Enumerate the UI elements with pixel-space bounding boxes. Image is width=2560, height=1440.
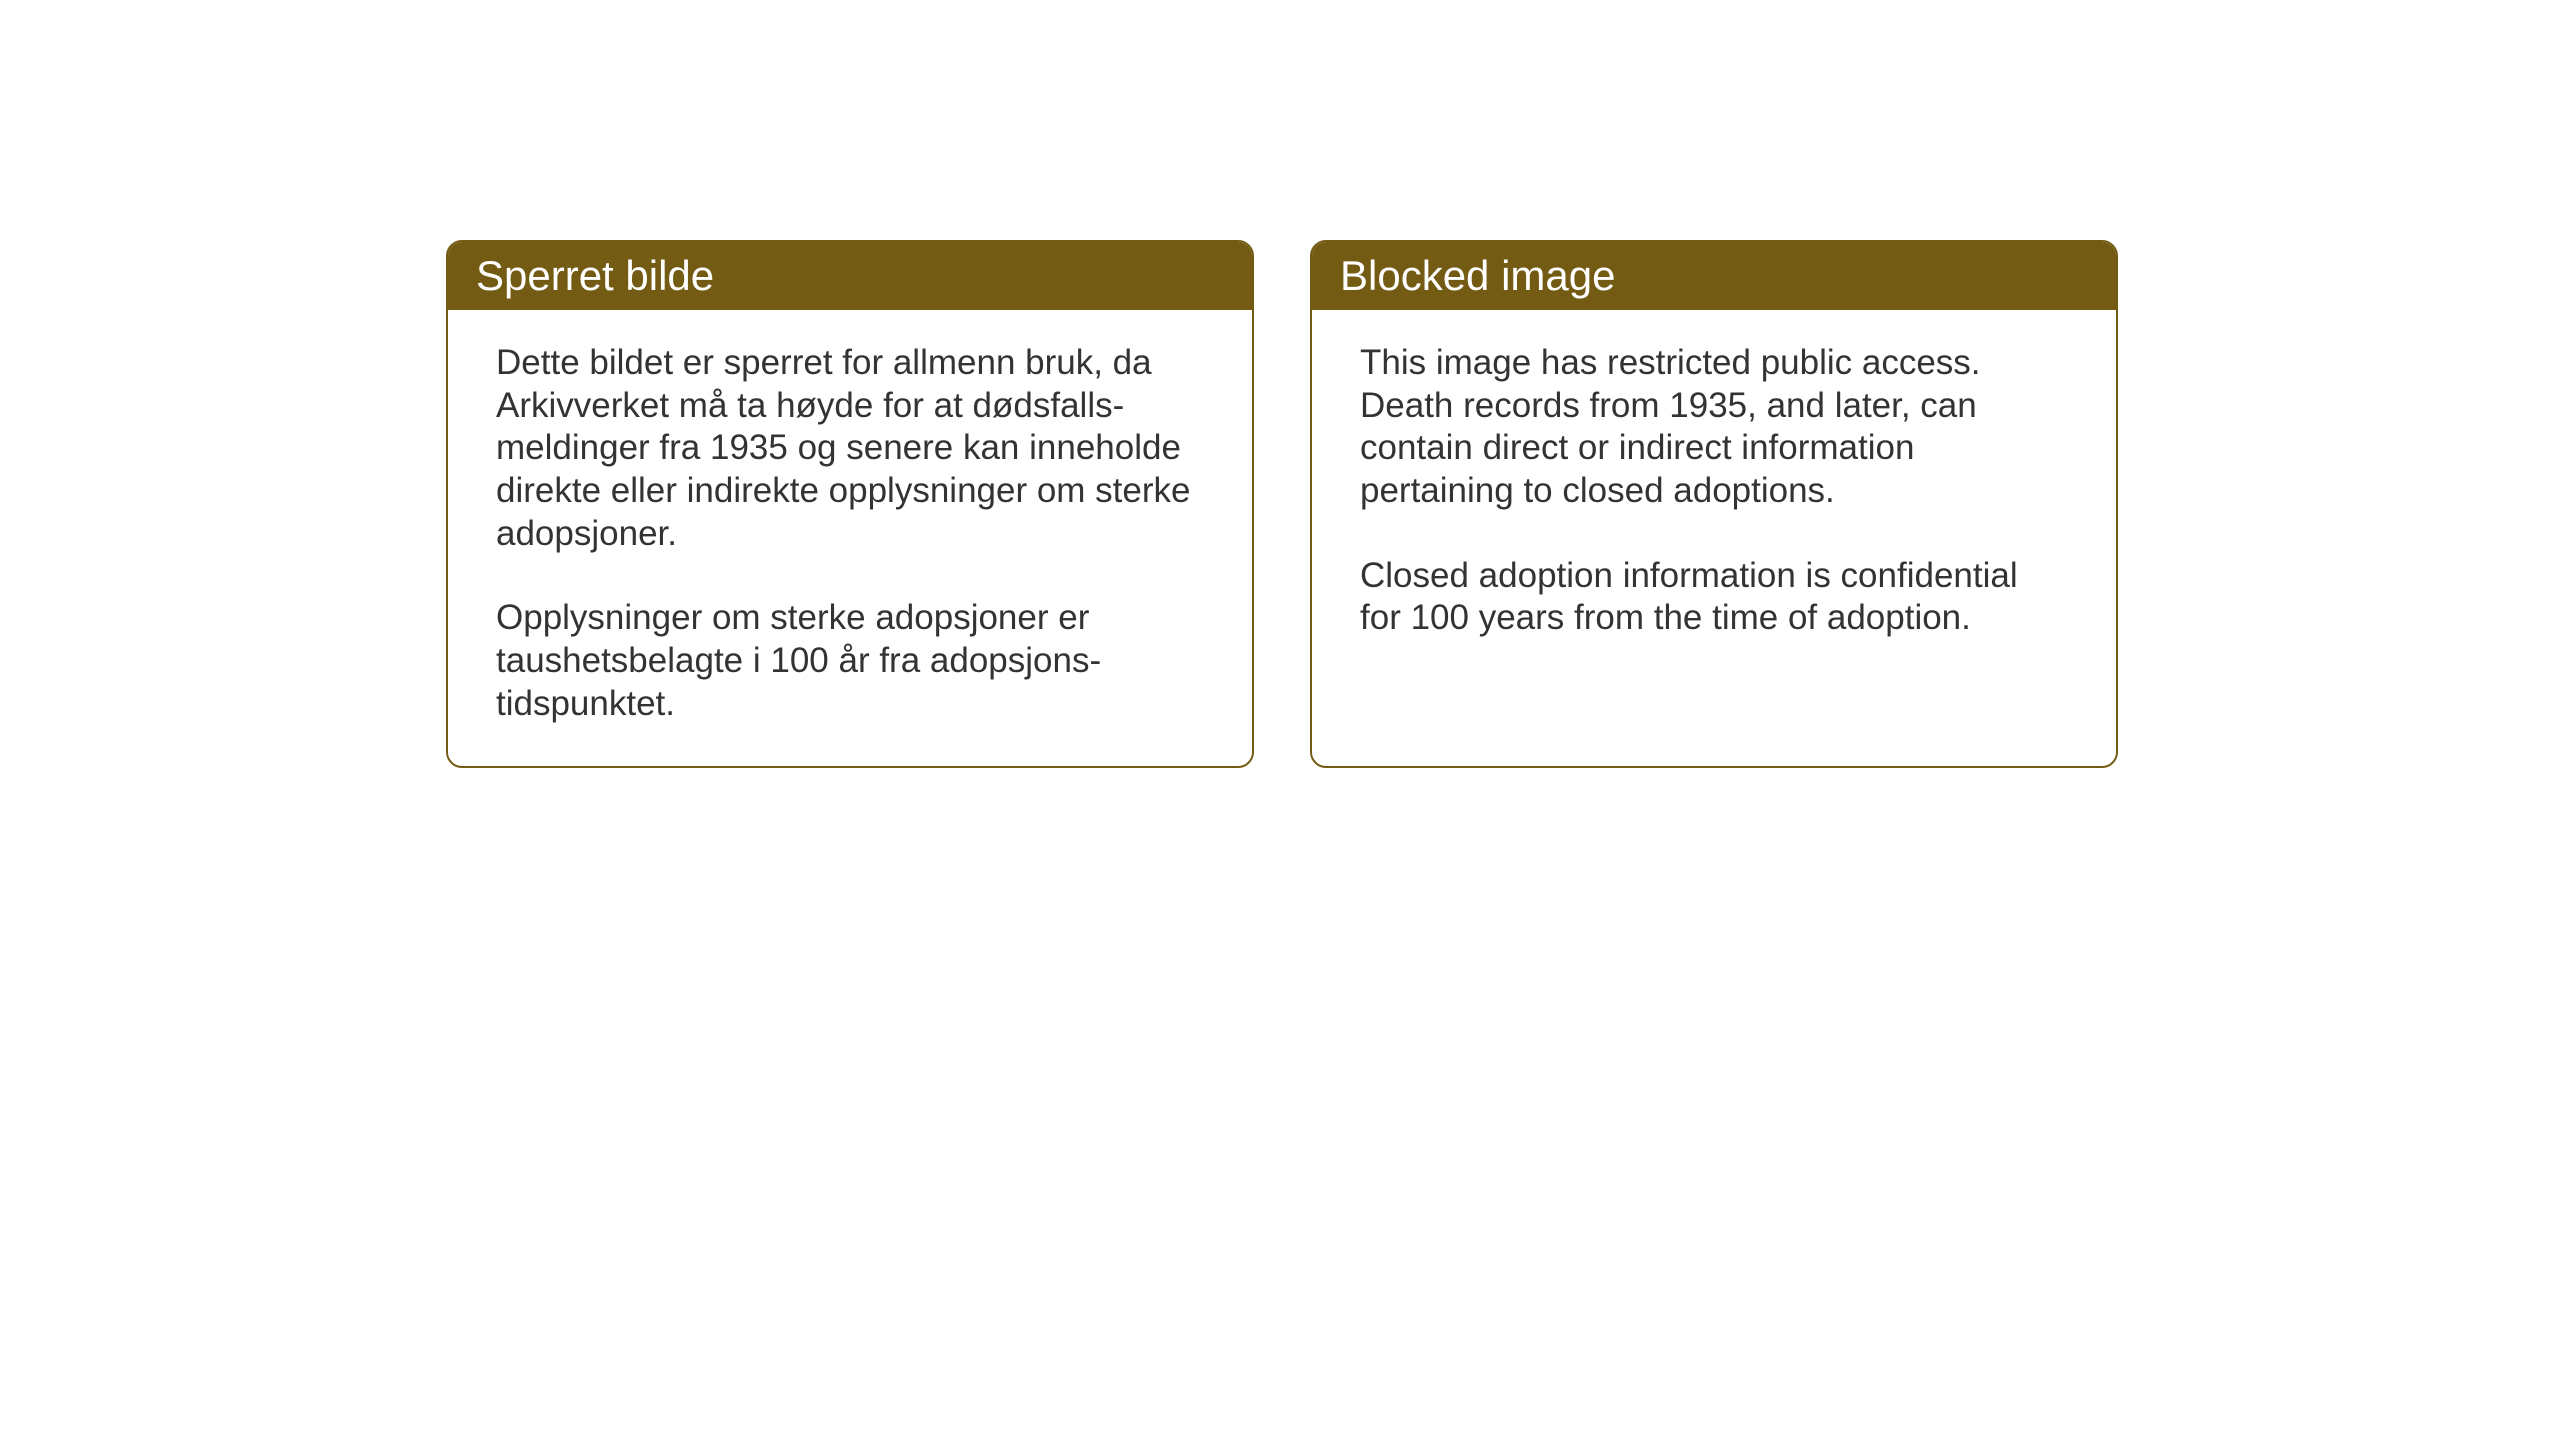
norwegian-paragraph-2: Opplysninger om sterke adopsjoner er tau… bbox=[496, 597, 1204, 725]
english-paragraph-2: Closed adoption information is confident… bbox=[1360, 555, 2068, 640]
english-paragraph-1: This image has restricted public access.… bbox=[1360, 342, 2068, 513]
norwegian-card-title: Sperret bilde bbox=[448, 242, 1252, 310]
notice-container: Sperret bilde Dette bildet er sperret fo… bbox=[446, 240, 2118, 768]
norwegian-paragraph-1: Dette bildet er sperret for allmenn bruk… bbox=[496, 342, 1204, 555]
norwegian-card-body: Dette bildet er sperret for allmenn bruk… bbox=[448, 310, 1252, 766]
english-notice-card: Blocked image This image has restricted … bbox=[1310, 240, 2118, 768]
norwegian-notice-card: Sperret bilde Dette bildet er sperret fo… bbox=[446, 240, 1254, 768]
english-card-title: Blocked image bbox=[1312, 242, 2116, 310]
english-card-body: This image has restricted public access.… bbox=[1312, 310, 2116, 680]
